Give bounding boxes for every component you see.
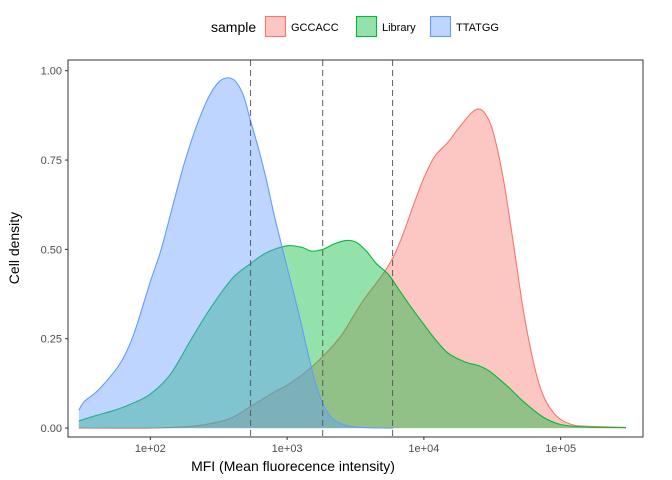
x-tick-label: 1e+04 — [408, 443, 439, 455]
y-axis: 0.00 0.25 0.50 0.75 1.00 — [41, 66, 68, 435]
density-line-ttatgg — [78, 77, 394, 429]
plot-panel-border — [67, 59, 644, 438]
y-tick-label: 0.25 — [41, 334, 62, 346]
reference-lines — [249, 60, 394, 437]
density-line-library — [78, 239, 626, 429]
y-axis-title: Cell density — [6, 212, 22, 284]
legend-title: sample — [211, 19, 256, 35]
x-tick-label: 1e+05 — [545, 443, 576, 455]
area-ttatgg — [78, 77, 394, 429]
y-tick-label: 0.50 — [41, 244, 62, 256]
y-tick-label: 0.75 — [41, 155, 62, 167]
area-library — [78, 240, 626, 429]
area-gccacc — [78, 108, 626, 429]
legend-key-ttatgg — [429, 15, 452, 38]
legend-label-ttatgg: TTATGG — [456, 22, 499, 34]
density-line-gccacc — [78, 108, 626, 429]
x-axis: 1e+02 1e+03 1e+04 1e+05 — [135, 437, 576, 455]
x-tick-label: 1e+02 — [135, 443, 166, 455]
y-tick-label: 1.00 — [41, 66, 62, 78]
y-tick-label: 0.00 — [41, 423, 62, 435]
legend-key-library — [355, 15, 378, 38]
x-tick-label: 1e+03 — [272, 443, 303, 455]
legend: sample GCCACC Library TTATGG — [211, 15, 499, 38]
density-areas — [78, 77, 626, 429]
x-axis-title: MFI (Mean fluorecence intensity) — [191, 458, 395, 474]
legend-key-gccacc — [264, 15, 287, 38]
legend-label-gccacc: GCCACC — [291, 22, 339, 34]
legend-label-library: Library — [382, 22, 416, 34]
